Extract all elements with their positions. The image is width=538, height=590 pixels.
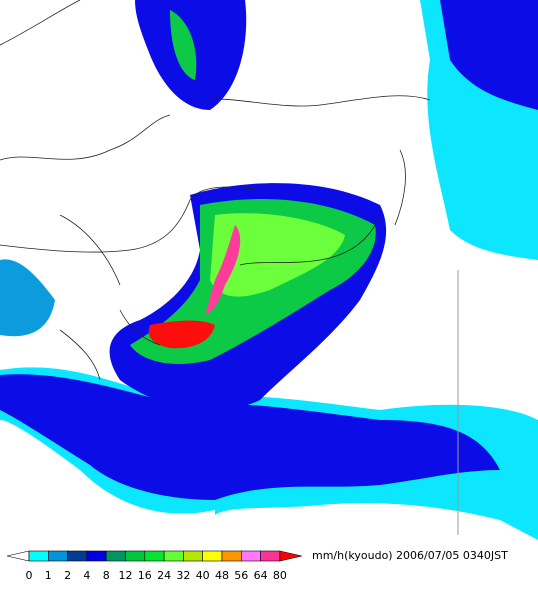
- legend-tick-label: 1: [45, 569, 52, 582]
- legend-swatch: [86, 550, 107, 562]
- legend-tick-label: 12: [119, 569, 133, 582]
- legend-swatch: [163, 550, 184, 562]
- legend-tick-label: 2: [64, 569, 71, 582]
- legend-tick-label: 48: [215, 569, 229, 582]
- legend-swatch: [241, 550, 261, 562]
- coastline: [0, 0, 459, 535]
- legend-swatch: [183, 550, 203, 562]
- legend-tick-label: 0: [26, 569, 33, 582]
- legend-tick-label: 80: [273, 569, 287, 582]
- legend-tick-label: 4: [83, 569, 90, 582]
- rain-heavy: [170, 10, 197, 80]
- legend-swatch: [47, 550, 68, 562]
- legend-tick-label: 64: [254, 569, 268, 582]
- precipitation: [0, 0, 538, 540]
- legend-swatch: [221, 550, 242, 562]
- rain-intense: [148, 320, 215, 349]
- legend-tick-label: 32: [176, 569, 190, 582]
- legend-swatch: [260, 550, 281, 562]
- rain-intense: [205, 225, 241, 315]
- legend-arrow: [279, 550, 302, 562]
- legend-tick-label: 40: [196, 569, 210, 582]
- rain-heavy: [210, 213, 345, 297]
- rain-moderate: [440, 0, 538, 110]
- legend-swatch: [105, 550, 126, 562]
- legend-swatch: [67, 550, 88, 562]
- legend-swatch: [202, 550, 223, 562]
- legend-unit: mm/h(kyoudo): [312, 549, 393, 562]
- rain-light: [0, 259, 55, 337]
- legend-swatch: [28, 550, 49, 562]
- legend-tick-label: 24: [157, 569, 171, 582]
- legend-arrow: [6, 550, 30, 562]
- legend-tick-label: 56: [234, 569, 248, 582]
- rain-moderate: [0, 374, 500, 500]
- legend: 0 1 2 4 8 12 16 24 32 40 48 56 64 80: [6, 550, 302, 582]
- legend-tick-label: 16: [138, 569, 152, 582]
- legend-tick-label: 8: [103, 569, 110, 582]
- legend-swatch: [125, 550, 146, 562]
- legend-swatch: [144, 550, 165, 562]
- timestamp: 2006/07/05 0340JST: [396, 549, 508, 562]
